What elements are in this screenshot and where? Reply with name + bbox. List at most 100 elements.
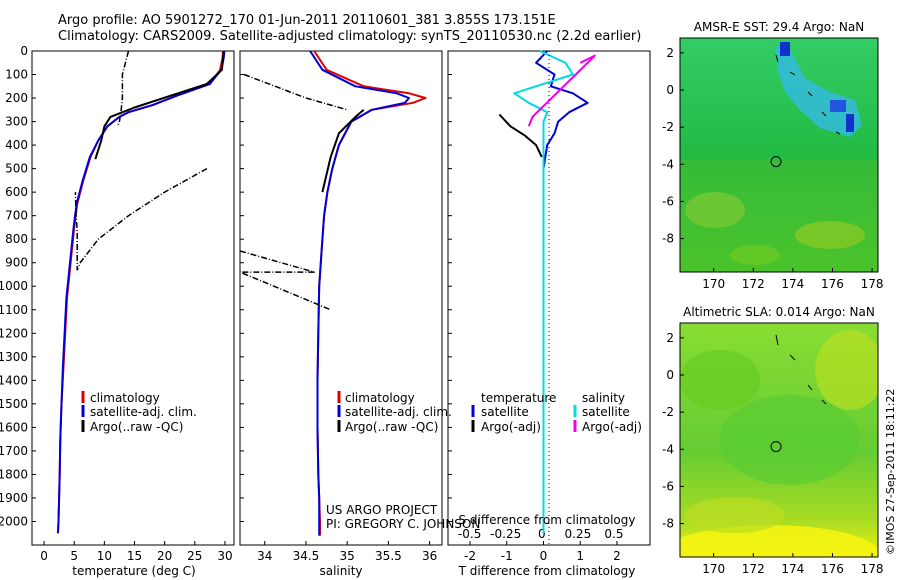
depth-tick-label: 1600 xyxy=(0,420,28,434)
x-tick-label: 30 xyxy=(217,549,232,563)
sst-warm-patch xyxy=(795,221,865,249)
series-satellite xyxy=(56,50,226,534)
depth-tick-label: 1100 xyxy=(0,303,28,317)
x2-tick-label: -0.25 xyxy=(490,527,521,541)
sst-cold-spot xyxy=(780,42,790,56)
map-y-tick-label: -4 xyxy=(662,157,674,171)
difference-plot: -2 -1 0 1 2 -0.5 -0.25 0 0.25 0.5 xyxy=(458,50,623,563)
temperature-xlabel: temperature (deg C) xyxy=(72,564,195,578)
legend-climatology-label: climatology xyxy=(345,391,415,405)
salinity-legend: climatology satellite-adj. clim. Argo(..… xyxy=(337,391,452,434)
depth-tick-label: 1300 xyxy=(0,350,28,364)
x2-tick-label: 0 xyxy=(538,527,546,541)
sst-profile-marker xyxy=(770,156,782,168)
x-tick-label: -2 xyxy=(464,549,476,563)
depth-tick-label: 1400 xyxy=(0,373,28,387)
series-argo xyxy=(94,50,225,160)
legend-s-satellite-label: satellite xyxy=(582,405,630,419)
depth-tick-label: 1800 xyxy=(0,467,28,481)
depth-tick-label: 1200 xyxy=(0,326,28,340)
legend-argo-label: Argo(..raw -QC) xyxy=(345,420,438,434)
map-x-tick-label: 172 xyxy=(742,277,765,291)
series-salinity-satellite xyxy=(513,50,574,534)
depth-tick-label: 1700 xyxy=(0,444,28,458)
project-name: US ARGO PROJECT xyxy=(326,503,438,517)
depth-tick-label: 900 xyxy=(5,256,28,270)
sla-map: Altimetric SLA: 0.014 Argo: NaN 170 172 17… xyxy=(662,305,884,576)
map-y-tick-label: 2 xyxy=(666,46,674,60)
sst-cool-region xyxy=(775,45,862,137)
sst-warm-patch xyxy=(685,192,745,228)
series-argo-raw-2 xyxy=(239,250,331,311)
series-argo-raw xyxy=(243,73,348,111)
sla-high-patch xyxy=(815,330,878,410)
sst-cold-spot xyxy=(830,100,846,112)
map-y-tick-label: -6 xyxy=(662,479,674,493)
legend-s-argo-label: Argo(-adj) xyxy=(582,420,642,434)
sla-contour xyxy=(775,334,827,405)
series-climatology xyxy=(56,50,225,534)
header-line2: Climatology: CARS2009. Satellite-adjuste… xyxy=(58,29,642,44)
sst-cold-spot xyxy=(846,114,854,132)
x-tick-label: 35 xyxy=(340,549,355,563)
x-tick-label: 25 xyxy=(187,549,202,563)
map-y-tick-label: -2 xyxy=(662,405,674,419)
sla-map-title: Altimetric SLA: 0.014 Argo: NaN xyxy=(683,305,875,319)
map-x-tick-label: 178 xyxy=(861,562,884,576)
series-argo-raw-2 xyxy=(74,167,208,271)
project-pi: PI: GREGORY C. JOHNSON xyxy=(326,517,480,531)
sst-map: AMSR-E SST: 29.4 Argo: NaN 170 172 174 176 1… xyxy=(662,20,883,291)
sst-map-axes: 170 172 174 176 178 2 0 -2 -4 -6 -8 xyxy=(662,46,883,291)
map-x-tick-label: 174 xyxy=(781,562,804,576)
map-y-tick-label: -2 xyxy=(662,120,674,134)
legend-satellite-label: satellite-adj. clim. xyxy=(345,405,452,419)
x2-tick-label: 0.25 xyxy=(564,527,591,541)
sla-low-patch xyxy=(680,350,760,410)
depth-tick-label: 400 xyxy=(5,138,28,152)
map-x-tick-label: 174 xyxy=(781,277,804,291)
sst-contour xyxy=(775,54,841,135)
header-line1: Argo profile: AO 5901272_170 01-Jun-2011… xyxy=(58,13,556,28)
x-tick-label: 34.5 xyxy=(293,549,320,563)
map-x-tick-label: 176 xyxy=(821,562,844,576)
x-tick-label: 2 xyxy=(613,549,621,563)
x-tick-label: 0 xyxy=(40,549,48,563)
map-y-tick-label: -4 xyxy=(662,442,674,456)
legend-climatology-label: climatology xyxy=(90,391,160,405)
x-tick-label: 0 xyxy=(540,549,548,563)
depth-tick-label: 1900 xyxy=(0,491,28,505)
x-tick-label: 20 xyxy=(157,549,172,563)
map-y-tick-label: 0 xyxy=(666,368,674,382)
legend-t-argo-label: Argo(-adj) xyxy=(481,420,541,434)
sst-map-title: AMSR-E SST: 29.4 Argo: NaN xyxy=(694,20,864,34)
depth-axis: 0 100 200 300 400 500 600 700 800 900 1000 1100 1200… xyxy=(0,44,452,528)
map-x-tick-label: 178 xyxy=(861,277,884,291)
depth-tick-label: 300 xyxy=(5,115,28,129)
sla-high-patch xyxy=(680,525,878,557)
map-y-tick-label: -6 xyxy=(662,194,674,208)
sla-profile-marker xyxy=(770,441,782,453)
map-x-tick-label: 172 xyxy=(742,562,765,576)
map-y-tick-label: 0 xyxy=(666,83,674,97)
depth-tick-label: 1500 xyxy=(0,397,28,411)
series-salinity-argo xyxy=(527,54,596,127)
salinity-xlabel: salinity xyxy=(319,564,362,578)
t-difference-xlabel: T difference from climatology xyxy=(458,564,636,578)
depth-tick-label: 100 xyxy=(5,68,28,82)
map-x-tick-label: 176 xyxy=(821,277,844,291)
sst-map-image xyxy=(680,38,878,272)
sla-map-image xyxy=(680,323,878,557)
x2-tick-label: -0.5 xyxy=(458,527,481,541)
sst-map-frame xyxy=(679,37,879,273)
map-x-tick-label: 170 xyxy=(702,562,725,576)
sla-high-patch xyxy=(685,497,785,533)
x-tick-label: 10 xyxy=(97,549,112,563)
temperature-legend: climatology satellite-adj. clim. Argo(..… xyxy=(81,391,197,434)
x-tick-label: 5 xyxy=(70,549,78,563)
difference-panel-frame xyxy=(447,50,651,546)
temperature-panel-frame xyxy=(31,50,235,546)
depth-tick-label: 1000 xyxy=(0,279,28,293)
legend-salinity-heading: salinity xyxy=(582,391,625,405)
x-tick-label: 34 xyxy=(257,549,272,563)
